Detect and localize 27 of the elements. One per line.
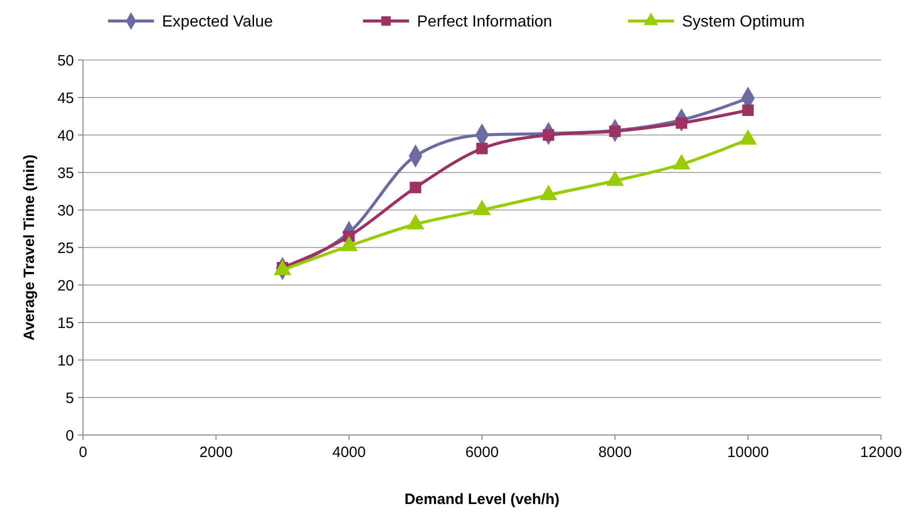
legend-label: Perfect Information <box>417 14 552 31</box>
y-tick-label: 5 <box>66 390 74 407</box>
y-tick-label: 40 <box>57 127 74 144</box>
point <box>542 129 554 141</box>
y-tick-label: 15 <box>57 314 74 332</box>
y-axis-title: Average Travel Time (min) <box>21 154 38 340</box>
y-tick-label: 10 <box>57 352 74 370</box>
y-tick-label: 20 <box>57 277 74 294</box>
y-tick-label: 35 <box>57 164 74 182</box>
y-tick-label: 30 <box>57 202 74 220</box>
x-axis-title: Demand Level (veh/h) <box>404 491 560 508</box>
x-tick-label: 10000 <box>727 444 769 461</box>
x-tick-label: 2000 <box>199 444 233 461</box>
x-tick-label: 8000 <box>598 444 632 461</box>
legend-label: Expected Value <box>162 14 273 31</box>
x-tick-label: 0 <box>78 444 88 461</box>
legend-label: System Optimum <box>682 14 805 31</box>
point <box>742 104 754 116</box>
y-tick-label: 45 <box>57 90 74 107</box>
x-tick-label: 6000 <box>465 444 499 461</box>
point <box>476 142 488 154</box>
y-tick-label: 25 <box>57 240 74 257</box>
y-tick-label: 0 <box>66 427 74 444</box>
x-tick-label: 4000 <box>332 444 366 461</box>
x-tick-label: 12000 <box>860 444 902 461</box>
point <box>410 182 422 194</box>
y-tick-label: 50 <box>57 52 74 70</box>
